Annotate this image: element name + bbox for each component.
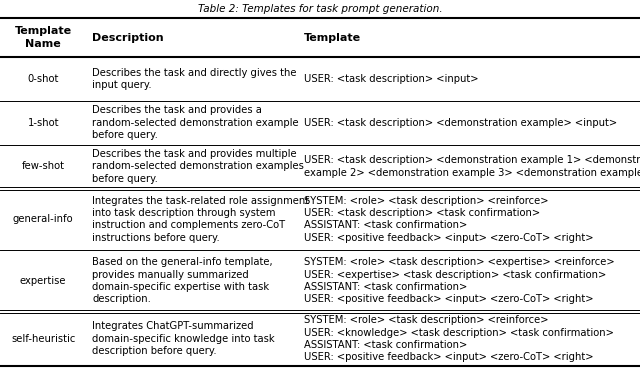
Text: Based on the general-info template,
provides manually summarized
domain-specific: Based on the general-info template, prov… [92, 257, 273, 304]
Text: 0-shot: 0-shot [28, 74, 59, 84]
Text: Table 2: Templates for task prompt generation.: Table 2: Templates for task prompt gener… [198, 4, 442, 14]
Text: USER: <task description> <demonstration example> <input>: USER: <task description> <demonstration … [303, 118, 617, 128]
Text: USER: <task description> <demonstration example 1> <demonstration
example 2> <de: USER: <task description> <demonstration … [303, 155, 640, 178]
Text: Integrates ChatGPT-summarized
domain-specific knowledge into task
description be: Integrates ChatGPT-summarized domain-spe… [92, 322, 275, 356]
Text: few-shot: few-shot [22, 162, 65, 171]
Text: Template: Template [303, 33, 361, 43]
Text: 1-shot: 1-shot [28, 118, 59, 128]
Text: Integrates the task-related role assignment
into task description through system: Integrates the task-related role assignm… [92, 195, 310, 243]
Text: SYSTEM: <role> <task description> <reinforce>
USER: <knowledge> <task descriptio: SYSTEM: <role> <task description> <reinf… [303, 315, 614, 362]
Text: Describes the task and directly gives the
input query.: Describes the task and directly gives th… [92, 68, 297, 90]
Text: SYSTEM: <role> <task description> <reinforce>
USER: <task description> <task con: SYSTEM: <role> <task description> <reinf… [303, 195, 593, 243]
Text: Template
Name: Template Name [15, 26, 72, 49]
Text: Describes the task and provides multiple
random-selected demonstration examples
: Describes the task and provides multiple… [92, 149, 304, 184]
Text: self-heuristic: self-heuristic [11, 334, 76, 344]
Text: USER: <task description> <input>: USER: <task description> <input> [303, 74, 478, 84]
Text: SYSTEM: <role> <task description> <expertise> <reinforce>
USER: <expertise> <tas: SYSTEM: <role> <task description> <exper… [303, 257, 614, 304]
Text: Description: Description [92, 33, 164, 43]
Text: general-info: general-info [13, 214, 74, 224]
Text: Describes the task and provides a
random-selected demonstration example
before q: Describes the task and provides a random… [92, 105, 299, 140]
Text: expertise: expertise [20, 276, 67, 286]
